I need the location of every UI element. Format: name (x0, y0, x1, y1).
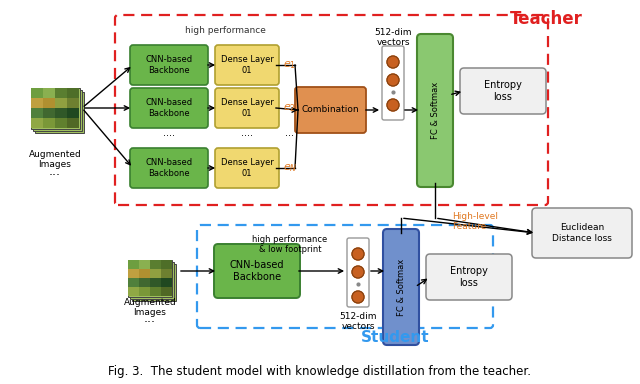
FancyBboxPatch shape (426, 254, 512, 300)
Text: Entropy
loss: Entropy loss (450, 266, 488, 288)
FancyBboxPatch shape (139, 287, 150, 296)
FancyBboxPatch shape (130, 88, 208, 128)
FancyBboxPatch shape (128, 260, 139, 269)
Text: ...: ... (285, 128, 294, 138)
FancyBboxPatch shape (55, 108, 67, 118)
Text: Augmented
Images: Augmented Images (29, 150, 81, 169)
FancyBboxPatch shape (31, 88, 80, 129)
Text: Dense Layer
01: Dense Layer 01 (221, 158, 273, 178)
FancyBboxPatch shape (383, 229, 419, 345)
FancyBboxPatch shape (55, 98, 67, 108)
Circle shape (352, 291, 364, 303)
FancyBboxPatch shape (215, 88, 279, 128)
Text: Euclidean
Distance loss: Euclidean Distance loss (552, 223, 612, 243)
FancyBboxPatch shape (128, 260, 172, 297)
Text: $e_1$: $e_1$ (283, 59, 296, 71)
Text: high performance
& low footprint: high performance & low footprint (252, 235, 328, 255)
FancyBboxPatch shape (130, 262, 174, 299)
FancyBboxPatch shape (31, 108, 43, 118)
FancyBboxPatch shape (417, 34, 453, 187)
FancyBboxPatch shape (43, 98, 55, 108)
FancyBboxPatch shape (215, 45, 279, 85)
FancyBboxPatch shape (460, 68, 546, 114)
Text: ....: .... (163, 128, 175, 138)
FancyBboxPatch shape (214, 244, 300, 298)
Text: Combination: Combination (301, 106, 359, 114)
FancyBboxPatch shape (43, 108, 55, 118)
Text: FC & Softmax: FC & Softmax (431, 81, 440, 139)
Text: ...: ... (49, 165, 61, 178)
Text: $e_2$: $e_2$ (283, 102, 296, 114)
FancyBboxPatch shape (31, 118, 43, 128)
FancyBboxPatch shape (139, 269, 150, 278)
FancyBboxPatch shape (161, 287, 172, 296)
FancyBboxPatch shape (55, 88, 67, 98)
FancyBboxPatch shape (43, 118, 55, 128)
FancyBboxPatch shape (347, 238, 369, 307)
FancyBboxPatch shape (128, 287, 139, 296)
FancyBboxPatch shape (150, 260, 161, 269)
FancyBboxPatch shape (150, 278, 161, 287)
Text: CNN-based
Backbone: CNN-based Backbone (145, 55, 193, 75)
FancyBboxPatch shape (382, 46, 404, 120)
Circle shape (387, 74, 399, 86)
Text: Student: Student (361, 330, 429, 345)
Circle shape (387, 56, 399, 68)
FancyBboxPatch shape (130, 148, 208, 188)
Text: Feature: Feature (452, 222, 486, 231)
FancyBboxPatch shape (67, 108, 79, 118)
FancyBboxPatch shape (150, 287, 161, 296)
Text: CNN-based
Backbone: CNN-based Backbone (145, 158, 193, 178)
FancyBboxPatch shape (55, 118, 67, 128)
FancyBboxPatch shape (161, 269, 172, 278)
FancyBboxPatch shape (43, 88, 55, 98)
Text: Augmented
Images: Augmented Images (124, 298, 177, 318)
FancyBboxPatch shape (150, 269, 161, 278)
FancyBboxPatch shape (128, 278, 139, 287)
Text: FC & Softmax: FC & Softmax (397, 258, 406, 316)
Circle shape (352, 266, 364, 278)
Text: Teacher: Teacher (510, 10, 583, 28)
FancyBboxPatch shape (132, 264, 176, 301)
Text: Entropy
loss: Entropy loss (484, 80, 522, 102)
FancyBboxPatch shape (67, 88, 79, 98)
Circle shape (352, 248, 364, 260)
Text: ....: .... (241, 128, 253, 138)
FancyBboxPatch shape (161, 278, 172, 287)
Text: high performance: high performance (185, 26, 266, 35)
FancyBboxPatch shape (130, 45, 208, 85)
FancyBboxPatch shape (33, 90, 82, 131)
Text: $e_N$: $e_N$ (283, 162, 298, 174)
FancyBboxPatch shape (295, 87, 366, 133)
FancyBboxPatch shape (139, 278, 150, 287)
FancyBboxPatch shape (31, 88, 43, 98)
Text: Fig. 3.  The student model with knowledge distillation from the teacher.: Fig. 3. The student model with knowledge… (109, 365, 531, 378)
FancyBboxPatch shape (67, 118, 79, 128)
FancyBboxPatch shape (128, 269, 139, 278)
Text: 512-dim
vectors: 512-dim vectors (374, 28, 412, 47)
FancyBboxPatch shape (31, 98, 43, 108)
FancyBboxPatch shape (67, 98, 79, 108)
Text: High-level: High-level (452, 212, 498, 221)
FancyBboxPatch shape (215, 148, 279, 188)
Text: CNN-based
Backbone: CNN-based Backbone (145, 98, 193, 118)
Text: 512-dim
vectors: 512-dim vectors (339, 312, 377, 331)
FancyBboxPatch shape (35, 92, 84, 133)
Text: Dense Layer
01: Dense Layer 01 (221, 55, 273, 75)
Text: Dense Layer
01: Dense Layer 01 (221, 98, 273, 118)
FancyBboxPatch shape (139, 260, 150, 269)
Text: ...: ... (144, 312, 156, 325)
Circle shape (387, 99, 399, 111)
Text: CNN-based
Backbone: CNN-based Backbone (230, 260, 284, 282)
FancyBboxPatch shape (161, 260, 172, 269)
FancyBboxPatch shape (532, 208, 632, 258)
